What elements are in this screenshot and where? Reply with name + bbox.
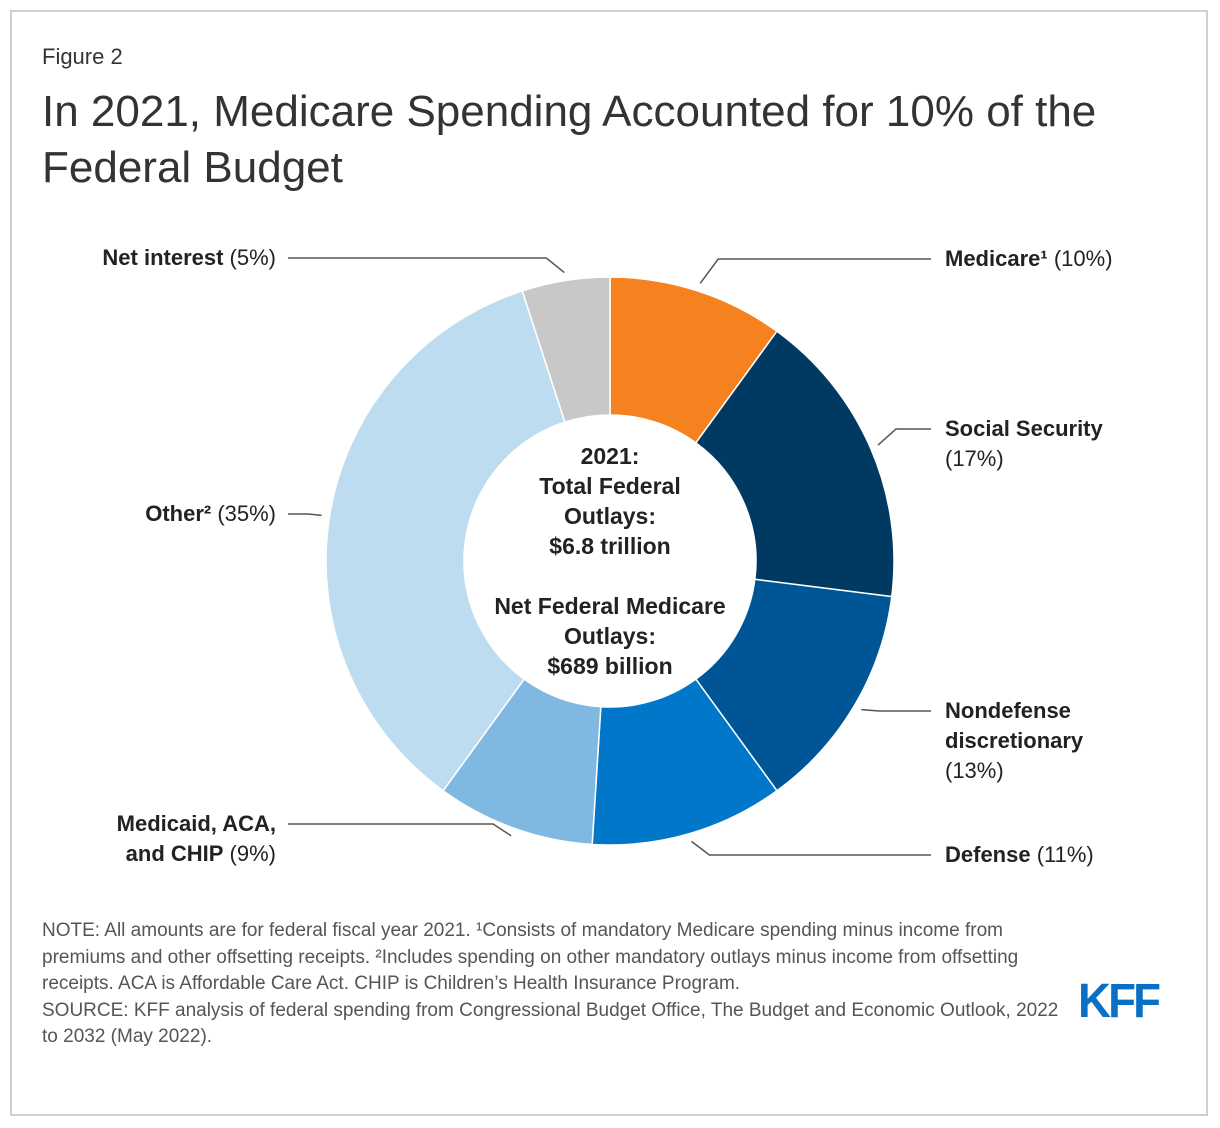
center-line-medicare-value: $689 billion bbox=[547, 653, 672, 679]
slice-social-security bbox=[694, 330, 895, 598]
kff-logo: KFF bbox=[1078, 975, 1161, 1028]
label-nondefense-discretionary-pct: (13%) bbox=[945, 758, 1004, 783]
slice-nondefense-discretionary bbox=[694, 578, 893, 792]
label-medicaid-aca-and-chip-line2: and CHIP (9%) bbox=[126, 841, 276, 866]
label-defense: Defense (11%) bbox=[945, 842, 1094, 867]
leader-net-interest bbox=[288, 257, 565, 274]
source-text: SOURCE: KFF analysis of federal spending… bbox=[42, 999, 1059, 1048]
label-medicaid-aca-and-chip-line1: Medicaid, ACA, bbox=[117, 811, 276, 836]
center-text: 2021: Total Federal Outlays: $6.8 trilli… bbox=[494, 443, 725, 679]
label-nondefense-discretionary-line2: discretionary bbox=[945, 728, 1084, 753]
label-other: Other² (35%) bbox=[145, 501, 276, 526]
center-line-medicare-1: Net Federal Medicare bbox=[494, 593, 725, 619]
leader-nondefense-discretionary bbox=[861, 708, 931, 712]
label-net-interest: Net interest (5%) bbox=[102, 245, 276, 270]
label-medicare: Medicare¹ (10%) bbox=[945, 246, 1113, 271]
leader-defense bbox=[691, 840, 931, 856]
center-line-total-1: Total Federal bbox=[539, 473, 680, 499]
figure-label: Figure 2 bbox=[42, 44, 123, 69]
leader-medicare bbox=[699, 258, 931, 284]
leader-medicaid-aca-and-chip bbox=[288, 823, 512, 837]
center-line-total-2: Outlays: bbox=[564, 503, 656, 529]
leader-social-security bbox=[877, 428, 931, 446]
label-social-security-pct: (17%) bbox=[945, 446, 1004, 471]
leader-other bbox=[288, 513, 322, 517]
donut-slices bbox=[325, 276, 895, 846]
note-text: NOTE: All amounts are for federal fiscal… bbox=[42, 920, 1019, 994]
center-line-medicare-2: Outlays: bbox=[564, 623, 656, 649]
leader-lines bbox=[288, 257, 931, 856]
label-nondefense-discretionary-line1: Nondefense bbox=[945, 698, 1071, 723]
center-line-total-value: $6.8 trillion bbox=[549, 533, 670, 559]
notes-block: NOTE: All amounts are for federal fiscal… bbox=[42, 918, 1062, 1051]
slice-other bbox=[325, 289, 566, 792]
figure-frame bbox=[10, 10, 1208, 1116]
label-social-security-name: Social Security bbox=[945, 416, 1104, 441]
chart-title: In 2021, Medicare Spending Accounted for… bbox=[42, 87, 1097, 192]
slice-net-interest bbox=[521, 276, 611, 424]
slice-labels: Medicare¹ (10%) Social Security (17%) Nonde… bbox=[102, 245, 1112, 867]
center-line-year: 2021: bbox=[581, 443, 640, 469]
donut-chart: Medicare¹ (10%) Social Security (17%) Nonde… bbox=[102, 245, 1112, 867]
